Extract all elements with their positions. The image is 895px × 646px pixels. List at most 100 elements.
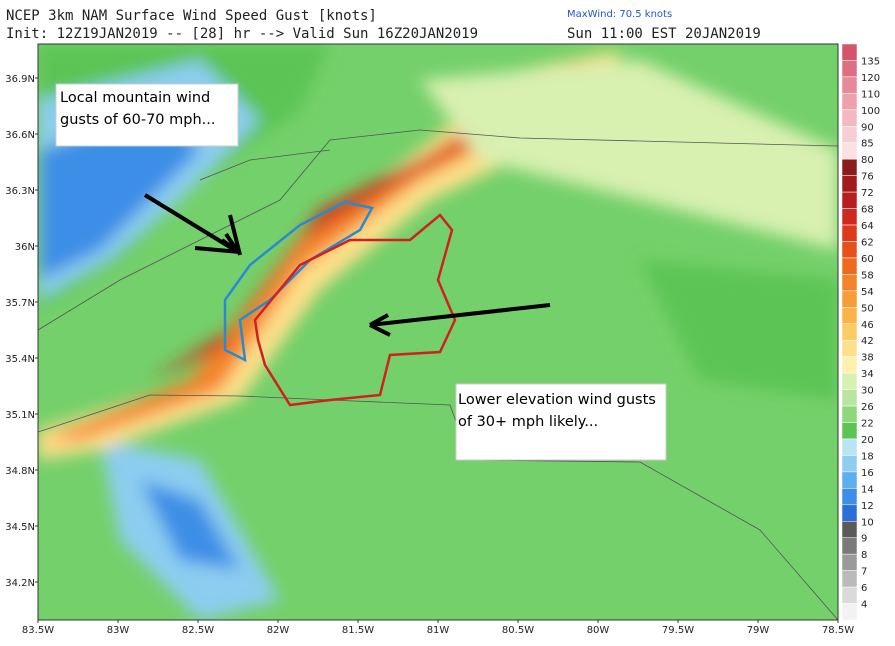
colorbar-label: 10 [861,517,874,528]
colorbar-swatch [841,191,858,209]
colorbar-swatch [841,339,858,357]
colorbar-swatch [841,175,858,193]
lat-label: 34.5N [5,522,35,533]
lon-label: 81W [427,625,450,636]
colorbar-label: 14 [861,484,874,495]
annotation-text: Local mountain wind [60,90,210,106]
colorbar-swatch [841,224,858,242]
colorbar-swatch [841,372,858,390]
colorbar-label: 16 [861,468,874,479]
init-line: Init: 12Z19JAN2019 -- [28] hr --> Valid … [6,26,478,42]
lon-label: 83W [107,625,130,636]
colorbar-swatch [841,521,858,538]
lat-label: 36N [15,242,35,253]
colorbar-swatch [841,504,858,522]
annotation-text: of 30+ mph likely... [458,414,598,430]
annotation-text: gusts of 60-70 mph... [60,112,215,128]
colorbar-label: 30 [861,386,874,397]
colorbar-label: 58 [861,270,874,281]
colorbar-label: 34 [861,369,874,380]
colorbar-swatch [841,553,858,571]
annotation-text: Lower elevation wind gusts [458,392,656,408]
colorbar-label: 4 [861,600,867,611]
colorbar-label: 85 [861,139,874,150]
colorbar-swatch [841,537,858,555]
colorbar-label: 46 [861,320,874,331]
colorbar-label: 120 [861,73,880,84]
lat-label: 36.3N [5,186,35,197]
colorbar-label: 54 [861,287,874,298]
colorbar-label: 110 [861,89,880,100]
title: NCEP 3km NAM Surface Wind Speed Gust [kn… [6,8,377,24]
colorbar-swatch [841,586,858,604]
colorbar-swatch [841,356,858,374]
colorbar-label: 22 [861,419,874,430]
colorbar-label: 62 [861,237,874,248]
colorbar-swatch [841,488,858,506]
colorbar-swatch [841,43,858,61]
valid-local: Sun 11:00 EST 20JAN2019 [567,26,761,42]
lon-label: 82W [267,625,290,636]
colorbar-label: 26 [861,402,874,413]
lon-label: 80.5W [502,625,534,636]
colorbar-label: 6 [861,583,867,594]
colorbar-swatch [841,323,858,341]
colorbar-swatch [841,93,858,111]
lat-label: 36.6N [5,130,35,141]
colorbar-label: 64 [861,221,874,232]
colorbar-swatch [841,438,858,456]
lat-label: 35.4N [5,354,35,365]
colorbar-label: 8 [861,550,867,561]
colorbar-label: 42 [861,336,874,347]
lon-label: 82.5W [182,625,214,636]
colorbar-label: 72 [861,188,874,199]
colorbar-label: 90 [861,122,874,133]
colorbar-swatch [841,389,858,407]
colorbar-swatch [841,208,858,226]
lat-label: 34.8N [5,466,35,477]
colorbar-label: 135 [861,56,880,67]
colorbar-label: 20 [861,435,874,446]
colorbar-swatch [841,241,858,259]
colorbar-swatch [841,257,858,275]
colorbar-label: 38 [861,353,874,364]
map [38,44,838,620]
lon-label: 81.5W [342,625,374,636]
colorbar-label: 12 [861,501,874,512]
colorbar-swatch [841,405,858,423]
colorbar-swatch [841,570,858,588]
colorbar-label: 50 [861,303,874,314]
lon-label: 79W [747,625,770,636]
colorbar-swatch [841,422,858,440]
colorbar-label: 18 [861,451,874,462]
maxwind: MaxWind: 70.5 knots [567,9,672,20]
colorbar-swatch [841,290,858,308]
colorbar-swatch [841,471,858,489]
colorbar-label: 100 [861,106,880,117]
colorbar-swatch [841,274,858,292]
lat-label: 36.9N [5,74,35,85]
colorbar-label: 7 [861,567,867,578]
lon-label: 80W [587,625,610,636]
colorbar-swatch [841,307,858,325]
lon-label: 79.5W [662,625,694,636]
colorbar-swatch [841,126,858,143]
colorbar-swatch [841,60,858,78]
lat-label: 35.1N [5,410,35,421]
lat-label: 34.2N [5,578,35,589]
lon-label: 78.5W [822,625,854,636]
colorbar-label: 60 [861,254,874,265]
colorbar-label: 68 [861,205,874,216]
colorbar-swatch [841,455,858,473]
colorbar-swatch [841,158,858,176]
colorbar-label: 76 [861,172,874,183]
lon-label: 83.5W [22,625,54,636]
colorbar-swatch [841,142,858,160]
colorbar-swatch [841,109,858,127]
colorbar-label: 9 [861,534,867,545]
colorbar-label: 80 [861,155,874,166]
lat-label: 35.7N [5,298,35,309]
colorbar-swatch [841,76,858,94]
